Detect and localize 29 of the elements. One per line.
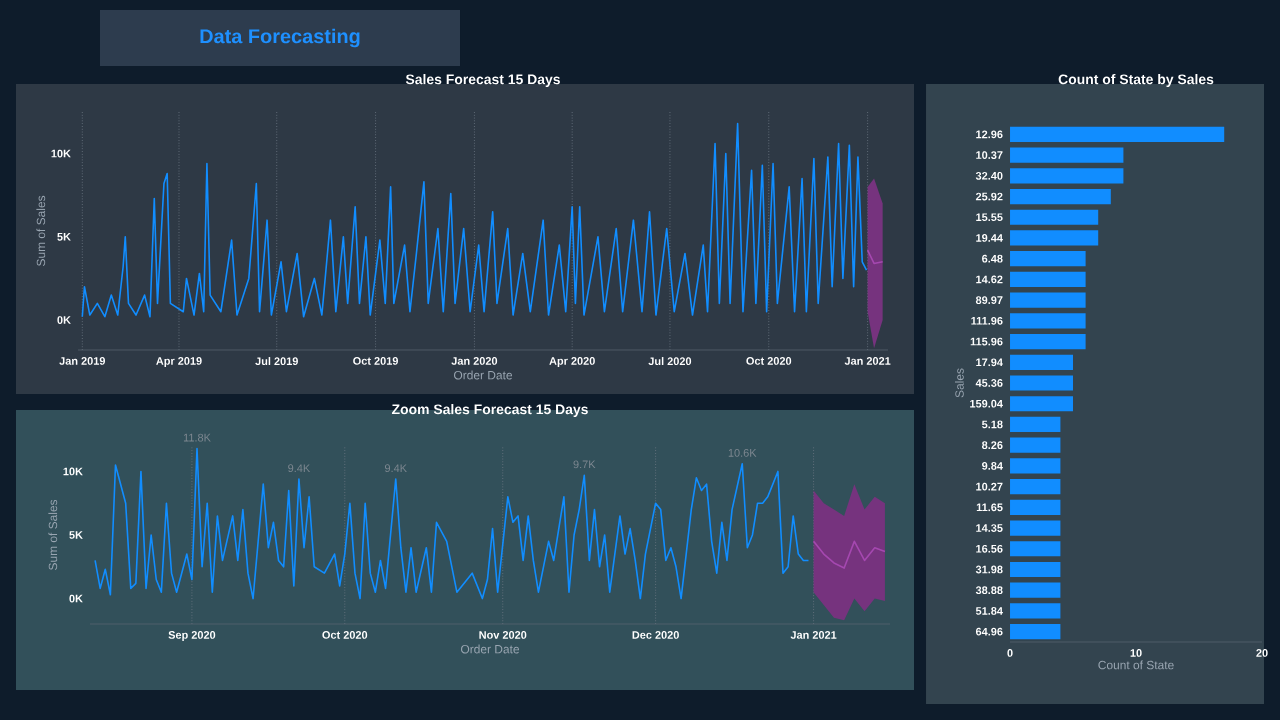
bar xyxy=(1010,333,1086,350)
bar xyxy=(1010,354,1074,370)
bar xyxy=(1010,437,1061,453)
bar xyxy=(1010,582,1061,598)
bar xyxy=(1010,375,1074,391)
bar xyxy=(1010,479,1061,495)
bar xyxy=(1010,541,1061,557)
bar xyxy=(1010,126,1225,142)
bar xyxy=(1010,188,1111,205)
text: Data Forecasting xyxy=(200,28,360,48)
line-series xyxy=(94,447,810,600)
bar xyxy=(1010,396,1074,412)
bar xyxy=(1010,561,1061,578)
bar xyxy=(1010,499,1061,515)
bar xyxy=(1010,251,1086,267)
line-series xyxy=(81,122,868,318)
bar xyxy=(1010,416,1061,433)
bar xyxy=(1010,292,1086,308)
bar xyxy=(1010,147,1124,163)
bar xyxy=(1010,458,1061,474)
bar xyxy=(1010,603,1061,619)
bar xyxy=(1010,271,1086,288)
bar xyxy=(1010,313,1086,329)
bar xyxy=(1010,168,1124,184)
bar xyxy=(1010,209,1099,225)
bar xyxy=(1010,624,1061,640)
line-series xyxy=(812,540,886,569)
bar xyxy=(1010,520,1061,536)
bar xyxy=(1010,230,1099,246)
